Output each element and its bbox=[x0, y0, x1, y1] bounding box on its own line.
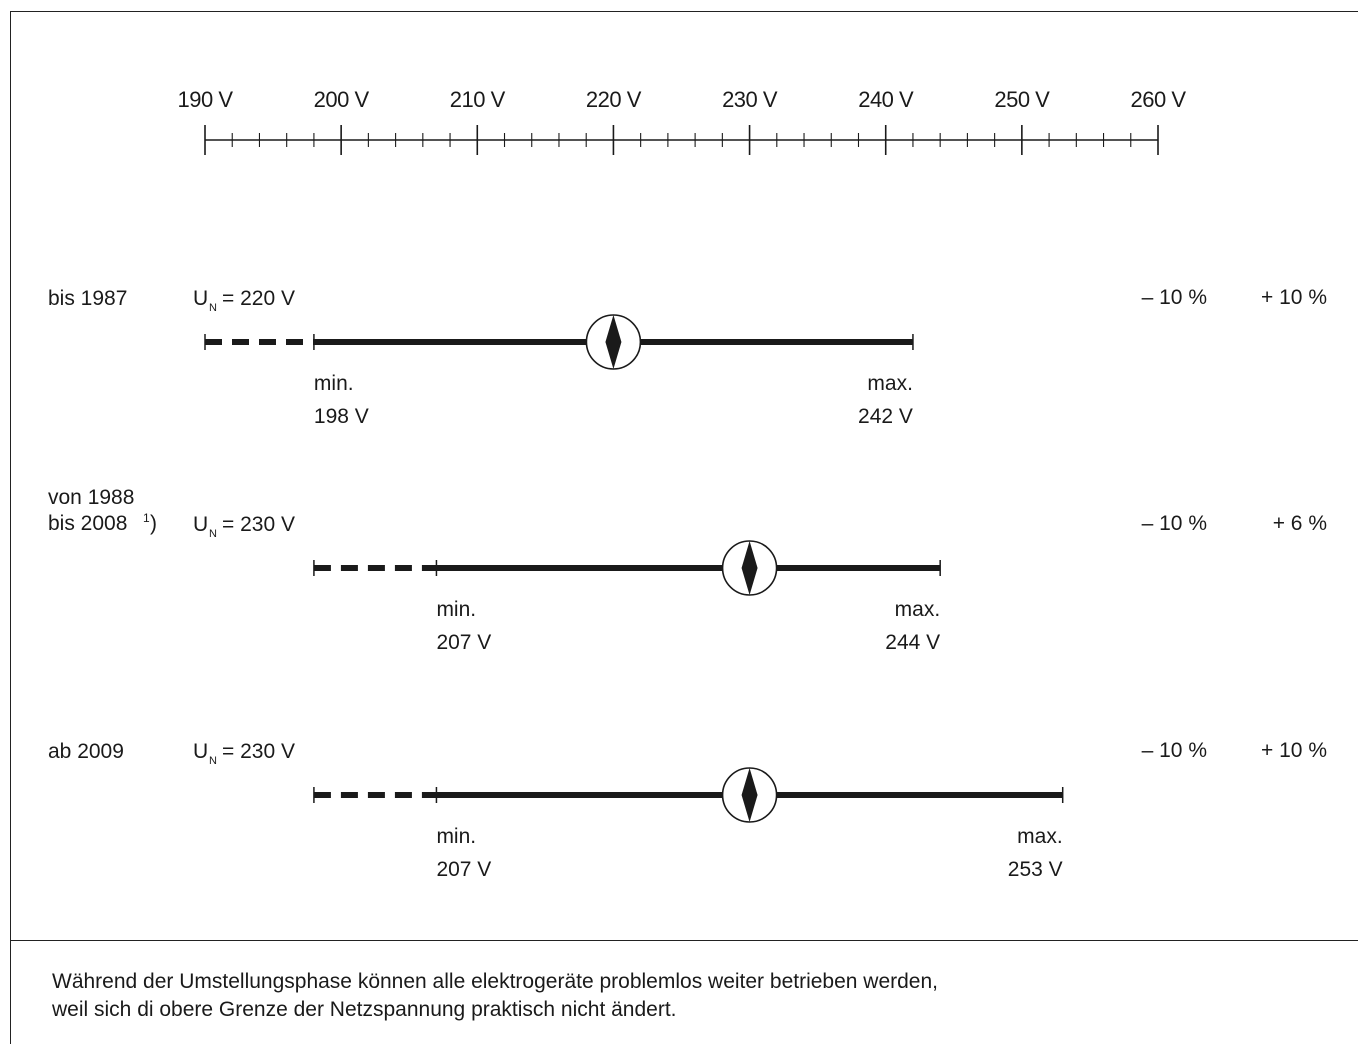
max-value: 253 V bbox=[1008, 858, 1063, 881]
max-label: max. bbox=[1017, 825, 1063, 848]
footnote-paren: ) bbox=[150, 512, 157, 535]
tolerance-rows: bis 1987 U N = 220 V – 10 % + 10 %min.198 Vm… bbox=[48, 286, 1327, 881]
tolerance-plus: + 10 % bbox=[1261, 739, 1327, 762]
footnote-line-1: Während der Umstellungsphase können alle… bbox=[52, 970, 938, 993]
min-label: min. bbox=[436, 825, 476, 848]
min-value: 198 V bbox=[314, 405, 369, 428]
footnote-text: Während der Umstellungsphase können alle… bbox=[52, 968, 1152, 1024]
frame-left-border bbox=[10, 11, 11, 1044]
nominal-symbol: U bbox=[193, 513, 208, 536]
nominal-voltage-label: = 230 V bbox=[222, 740, 295, 763]
period-label: bis 2008 bbox=[48, 512, 127, 535]
min-value: 207 V bbox=[436, 858, 491, 881]
nominal-subscript: N bbox=[209, 302, 217, 314]
tolerance-row: von 1988 bis 2008 1) U N = 230 V – 10 % + 6 % m… bbox=[48, 486, 1327, 654]
scale-tick-label: 220 V bbox=[586, 87, 642, 112]
tolerance-row: ab 2009 U N = 230 V – 10 % + 10 % min. 207 V ma… bbox=[48, 739, 1327, 881]
tolerance-minus: – 10 % bbox=[1142, 512, 1207, 535]
tolerance-plus: + 10 % bbox=[1261, 286, 1327, 309]
scale-tick-label: 200 V bbox=[314, 87, 370, 112]
scale-tick-label: 190 V bbox=[178, 87, 234, 112]
nominal-subscript: N bbox=[209, 755, 217, 767]
scale-tick-label: 230 V bbox=[722, 87, 778, 112]
footnote-line-2: weil sich di obere Grenze der Netzspannu… bbox=[52, 998, 677, 1021]
scale-tick-label: 260 V bbox=[1131, 87, 1187, 112]
nominal-marker-diamond bbox=[605, 315, 622, 369]
note-divider bbox=[10, 940, 1358, 941]
scale-tick-label: 210 V bbox=[450, 87, 506, 112]
nominal-subscript: N bbox=[209, 528, 217, 540]
max-value: 244 V bbox=[885, 631, 940, 654]
scale-tick-label: 240 V bbox=[858, 87, 914, 112]
max-label: max. bbox=[895, 598, 941, 621]
frame-top-border bbox=[10, 11, 1358, 12]
voltage-scale: 190 V 200 V 210 V 220 V 230 V 240 V 250 V 260 V bbox=[178, 87, 1187, 155]
nominal-symbol: U bbox=[193, 740, 208, 763]
tolerance-row: bis 1987 U N = 220 V – 10 % + 10 % min. 198 V m… bbox=[48, 286, 1327, 428]
max-value: 242 V bbox=[858, 405, 913, 428]
nominal-marker-diamond bbox=[741, 768, 758, 822]
nominal-voltage-label: = 230 V bbox=[222, 513, 295, 536]
scale-tick-label: 250 V bbox=[994, 87, 1050, 112]
nominal-symbol: U bbox=[193, 287, 208, 310]
voltage-tolerance-diagram: 190 V 200 V 210 V 220 V 230 V 240 V 250 V 260 V… bbox=[48, 87, 1327, 881]
min-label: min. bbox=[314, 372, 354, 395]
period-label: ab 2009 bbox=[48, 740, 124, 763]
tolerance-plus: + 6 % bbox=[1273, 512, 1327, 535]
nominal-voltage-label: = 220 V bbox=[222, 287, 295, 310]
max-label: max. bbox=[867, 372, 913, 395]
tolerance-minus: – 10 % bbox=[1142, 286, 1207, 309]
min-label: min. bbox=[436, 598, 476, 621]
min-value: 207 V bbox=[436, 631, 491, 654]
period-label: von 1988 bbox=[48, 486, 134, 509]
tolerance-minus: – 10 % bbox=[1142, 739, 1207, 762]
period-label: bis 1987 bbox=[48, 287, 127, 310]
footnote-marker: 1 bbox=[143, 511, 150, 525]
nominal-marker-diamond bbox=[741, 541, 758, 595]
